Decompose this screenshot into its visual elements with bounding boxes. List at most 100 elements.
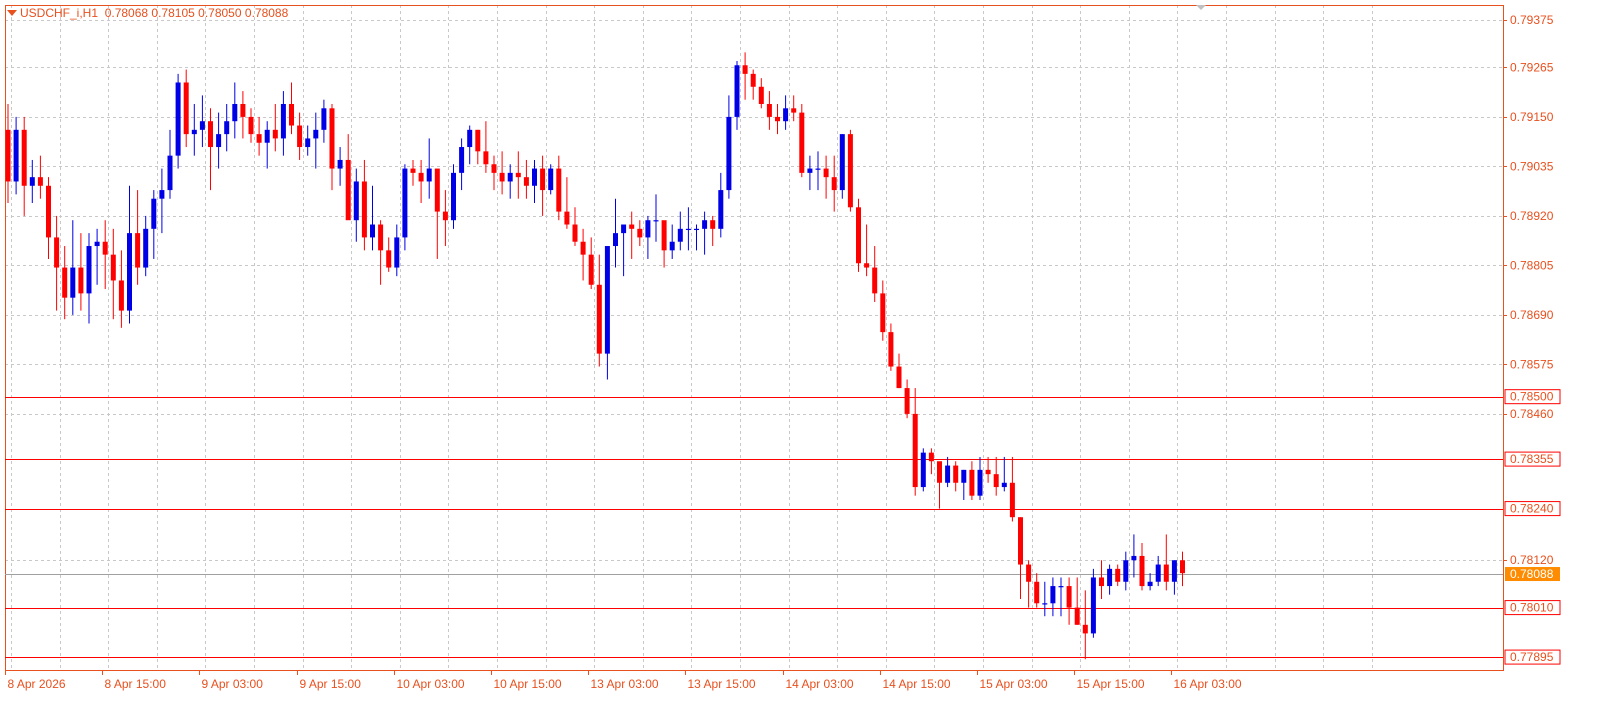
candle-body	[329, 108, 335, 169]
level-price-label: 0.77895	[1510, 650, 1554, 664]
candle-body	[491, 164, 497, 173]
candle-body	[216, 134, 222, 148]
candle-body	[418, 172, 424, 182]
candle-body	[928, 452, 934, 462]
candle-body	[1009, 482, 1015, 518]
candle-body	[815, 168, 821, 170]
candle-body	[1042, 603, 1048, 605]
candle-body	[718, 190, 724, 229]
current-price-box	[1505, 567, 1560, 582]
candle-body	[370, 224, 375, 238]
candle-body	[548, 168, 554, 191]
candle-body	[1107, 568, 1113, 587]
candle-body	[240, 103, 246, 117]
candle-body	[653, 220, 659, 222]
candle-body	[888, 332, 894, 367]
candle-body	[459, 147, 465, 173]
candle-body	[21, 129, 27, 186]
chart-shift-marker-icon[interactable]	[1196, 5, 1206, 10]
candle-body	[110, 254, 116, 281]
ohlc-open: 0.78068	[104, 6, 149, 20]
candle-body	[191, 129, 197, 135]
candle-body	[361, 181, 367, 238]
candle-body	[758, 86, 764, 104]
candle-body	[143, 228, 149, 268]
candle-body	[1018, 517, 1023, 565]
candle-body	[807, 168, 813, 173]
candle-body	[264, 129, 270, 143]
time-axis-label: 16 Apr 03:00	[1174, 677, 1242, 691]
candle-body	[1074, 607, 1080, 625]
candle-body	[337, 159, 343, 169]
candle-body	[475, 129, 481, 152]
time-axis-label: 15 Apr 03:00	[980, 677, 1048, 691]
candle-body	[305, 138, 311, 148]
candle-body	[823, 168, 829, 178]
candle-body	[564, 211, 570, 225]
time-axis-label: 13 Apr 03:00	[591, 677, 659, 691]
time-axis-label: 10 Apr 15:00	[494, 677, 562, 691]
candle-body	[199, 121, 205, 130]
candle-body	[742, 65, 748, 74]
candle-body	[410, 168, 416, 173]
level-price-box	[1504, 649, 1561, 665]
collapse-triangle-icon[interactable]	[7, 10, 17, 16]
candle-body	[151, 198, 157, 229]
candle-body	[62, 267, 68, 298]
price-axis-label: 0.78120	[1510, 553, 1554, 567]
candle-body	[289, 103, 294, 126]
candle-body	[1001, 482, 1007, 488]
candle-body	[515, 172, 521, 178]
level-price-box	[1504, 451, 1561, 467]
candle-body	[467, 129, 473, 148]
candle-body	[839, 134, 845, 191]
candle-body	[507, 172, 513, 182]
time-axis-label: 8 Apr 2026	[8, 677, 66, 691]
candle-body	[685, 228, 691, 231]
candle-body	[629, 224, 635, 229]
candle-body	[710, 220, 716, 229]
candle-body	[896, 366, 902, 389]
candle-body	[224, 121, 230, 135]
candle-body	[953, 465, 959, 483]
candle-body	[499, 172, 505, 182]
time-axis-label: 14 Apr 15:00	[883, 677, 951, 691]
candle-body	[1115, 568, 1121, 582]
candle-body	[402, 168, 408, 238]
candle-body	[1131, 555, 1137, 561]
time-axis-label: 9 Apr 03:00	[202, 677, 264, 691]
candle-body	[556, 168, 562, 212]
candle-body	[1026, 564, 1032, 582]
candle-body	[604, 246, 610, 354]
candle-body	[1139, 555, 1145, 587]
candle-body	[847, 134, 853, 208]
candle-body	[175, 82, 181, 156]
candle-body	[621, 224, 627, 234]
candle-body	[183, 82, 189, 135]
candle-body	[256, 134, 262, 143]
level-price-label: 0.78500	[1510, 390, 1554, 404]
candle-body	[1163, 564, 1169, 582]
candle-body	[135, 233, 141, 268]
candle-body	[1155, 564, 1161, 582]
candle-body	[540, 168, 546, 191]
candle-body	[386, 250, 392, 268]
candle-body	[799, 112, 805, 173]
plot-frame	[5, 5, 1504, 671]
candle-body	[961, 469, 967, 483]
time-axis-label: 8 Apr 15:00	[105, 677, 167, 691]
candle-body	[86, 246, 92, 294]
ohlc-low: 0.78050	[198, 6, 242, 20]
candle-body	[1066, 586, 1072, 608]
price-axis-label: 0.79375	[1510, 13, 1554, 27]
candle-body	[791, 108, 797, 113]
time-axis-label: 14 Apr 03:00	[786, 677, 854, 691]
candle-body	[572, 224, 578, 242]
candle-body	[29, 177, 35, 186]
candle-body	[232, 103, 238, 122]
candle-body	[483, 151, 489, 165]
candle-body	[297, 125, 303, 148]
level-price-box	[1504, 600, 1561, 616]
candle-body	[734, 65, 740, 117]
